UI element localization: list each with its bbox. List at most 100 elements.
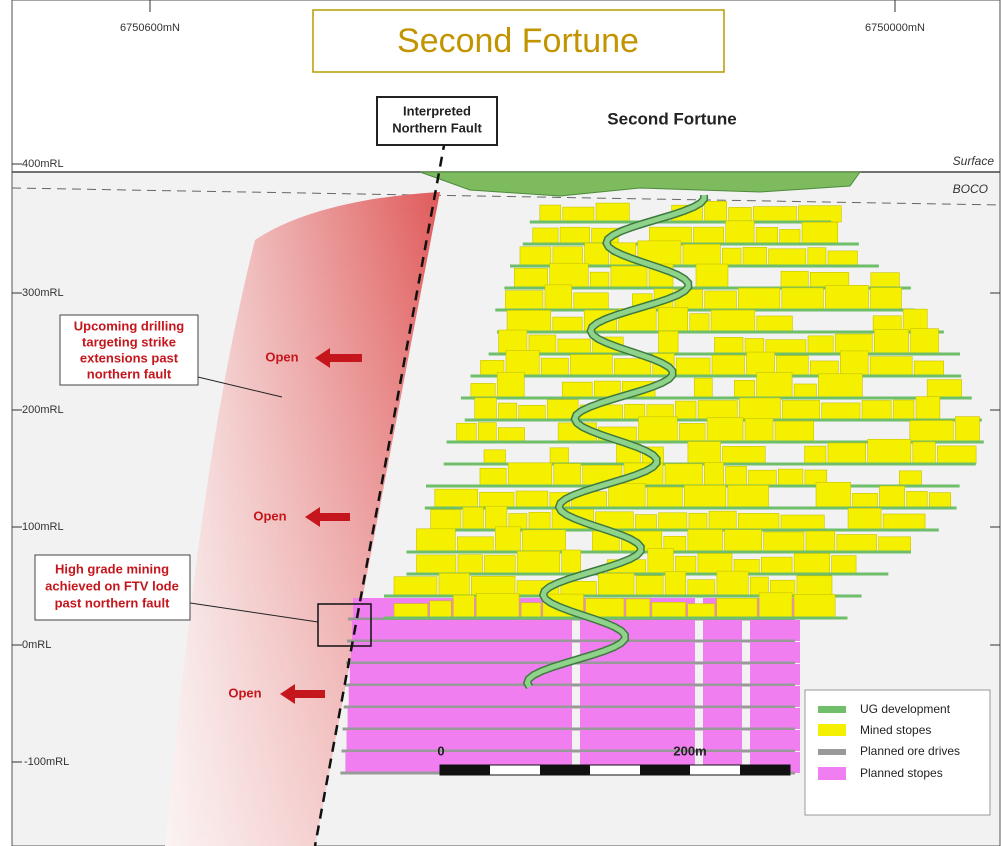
mined-stope [818,373,863,399]
mined-stope [570,354,613,377]
planned-stope [580,708,695,729]
mined-stope [647,548,674,575]
fault-label: Northern Fault [392,120,482,135]
mined-stope [689,313,710,333]
decline [524,194,707,689]
mined-stope [561,549,581,575]
mined-stope [494,526,521,553]
mined-stope [752,206,797,223]
planned-stope [703,686,742,707]
mined-stope [657,307,689,333]
mined-stope [416,554,457,575]
mined-stope [519,246,552,267]
mined-stope [704,290,737,311]
mined-stope [870,272,900,289]
planned-stope [750,620,800,641]
mined-stope [532,227,559,245]
callout-box [34,554,191,621]
mined-stope [807,247,827,267]
mined-stope [756,315,793,333]
mined-stope [909,420,954,443]
mined-stope [562,206,595,223]
mined-stope [635,575,664,597]
mined-stope [780,514,825,531]
open-label: Open [265,349,298,364]
mined-stope [760,556,793,575]
mined-stope [928,492,952,509]
mined-stope [504,290,544,311]
mined-stope [954,416,980,443]
mined-stope [484,554,516,575]
deposit-label: Second Fortune [607,109,736,128]
mined-stope [755,227,778,245]
mined-stope [598,573,635,597]
level-label: 0mRL [22,639,51,651]
mined-stope [483,449,506,465]
mined-stope [793,383,817,399]
mined-stope [496,371,525,399]
legend-swatch [818,749,846,755]
mined-stope [748,469,777,487]
mined-stope [553,463,582,487]
mined-stope [899,470,922,487]
mined-stope [664,463,703,487]
mined-stope [782,400,820,421]
mined-stope [926,379,962,399]
mined-stope [704,200,727,223]
mined-stope [646,486,683,509]
planned-stope [750,642,800,663]
mined-stope [549,447,569,465]
mined-stope [742,246,767,267]
mined-stope [478,422,497,443]
leader [169,599,319,623]
mined-stope [518,405,546,421]
mined-stope [704,462,724,487]
mined-stope [522,529,566,553]
callout-line: extensions past [80,350,179,365]
mined-stope [780,270,809,289]
mined-stope [821,402,861,421]
mined-stope [840,350,869,377]
mined-stope [682,244,721,267]
mined-stope [638,416,678,443]
level-label: 200mRL [22,404,64,416]
mined-stope [825,285,869,311]
mined-stope [779,229,801,245]
mined-stope [870,287,902,311]
mined-stope [861,400,892,421]
mined-stope [505,350,540,377]
mined-stope [573,292,609,311]
mined-stope [471,575,516,597]
mined-stope [688,512,708,531]
scale-bar [439,764,791,776]
mined-stope [625,598,651,619]
mined-stope [608,483,646,509]
legend-swatch [818,724,846,736]
planned-stope [580,664,695,685]
mined-stope [559,226,590,245]
mined-stope [515,490,549,509]
mined-stope [695,263,729,289]
mined-stope [456,422,477,443]
fault-callout [376,96,498,146]
planned-stope [750,708,800,729]
levels: 400mRL 300mRL 200mRL 100mRL 0mRL -100mRL [12,158,1000,768]
mined-stope [452,594,475,619]
legend-swatch [818,767,846,780]
planned-stope [703,730,742,751]
planned-stope [352,620,572,641]
fault-label: Interpreted [403,103,471,118]
level-label: 100mRL [22,521,64,533]
northing-label: 6750000mN [865,22,925,34]
mined-stope [651,602,686,619]
mined-stope [793,594,836,619]
planned-stope [703,664,742,685]
title-box [312,9,725,73]
callout-line: Upcoming drilling [74,318,185,333]
legend-label: Planned stopes [860,766,943,780]
mined-stope [915,396,941,421]
mined-stope [827,250,858,267]
mined-stope [416,528,456,553]
mined-stope [708,510,737,531]
mined-stope [687,441,721,465]
